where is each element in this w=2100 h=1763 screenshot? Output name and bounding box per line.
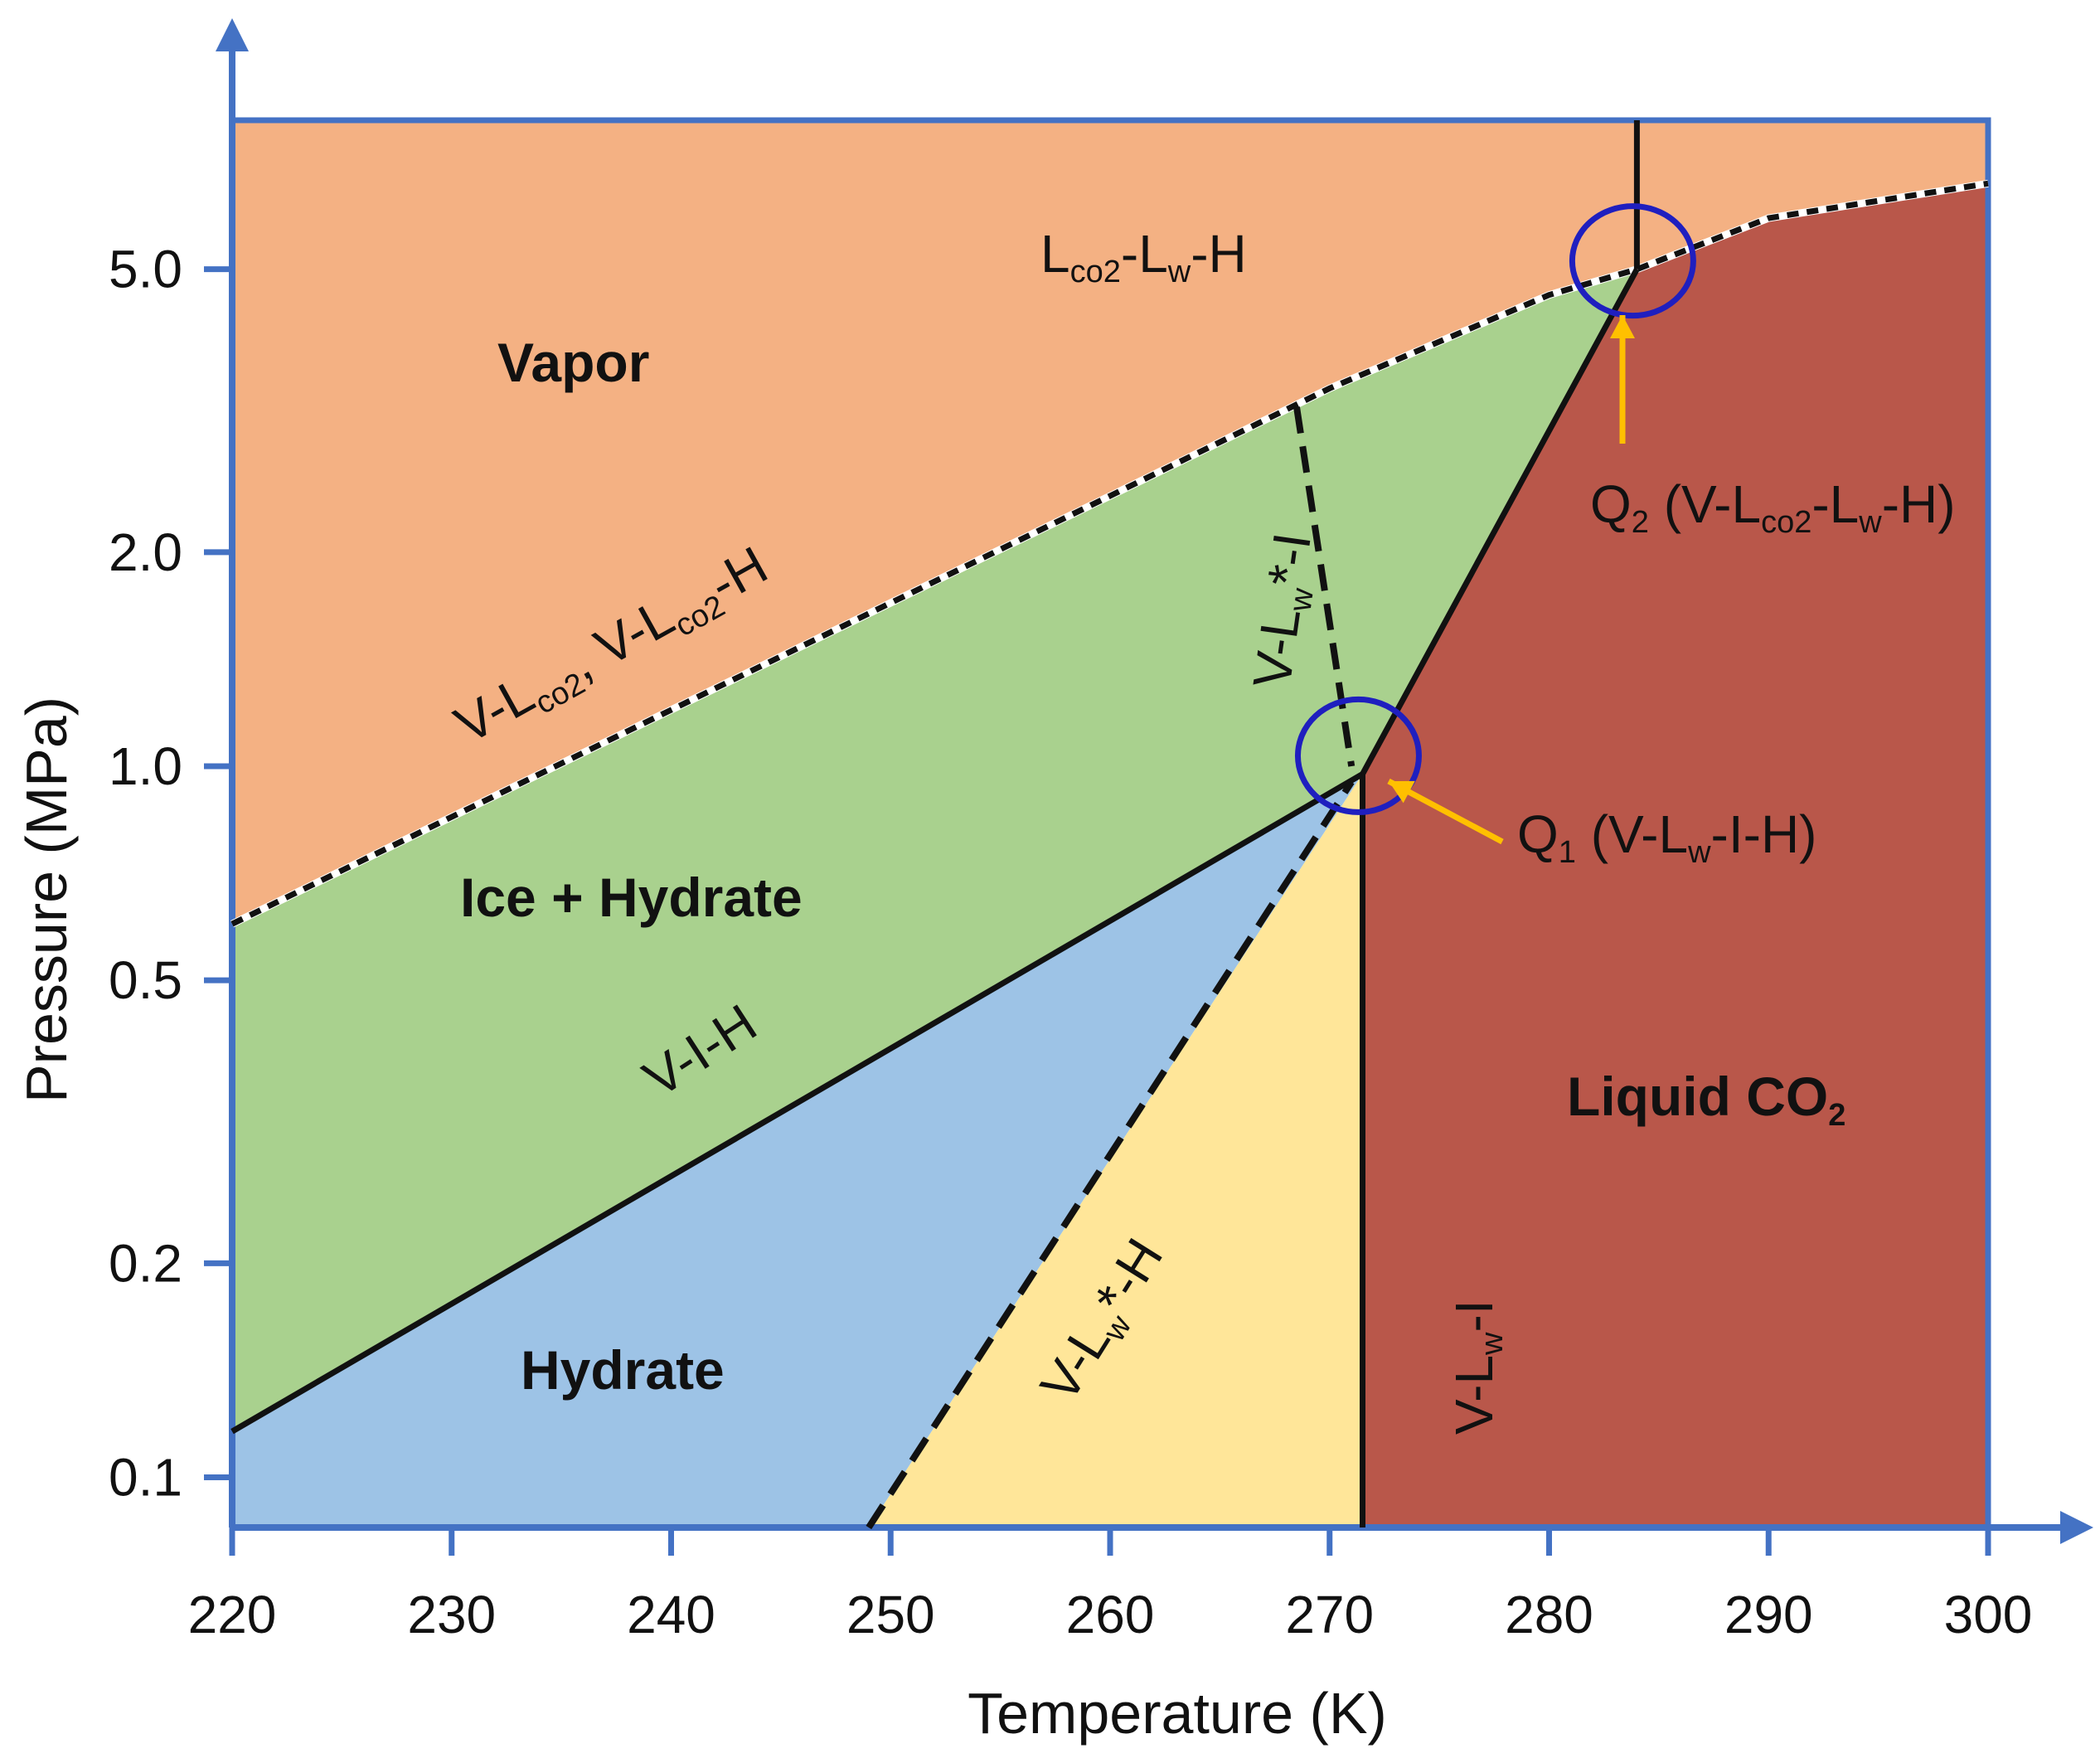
y-tick-label: 0.2 xyxy=(109,1233,182,1293)
regions xyxy=(232,120,1988,1527)
hydrate-region xyxy=(232,774,1363,1527)
y-axis-title: Pressure (MPa) xyxy=(14,697,79,1103)
x-tick-label: 220 xyxy=(188,1585,277,1644)
hydrate-label: Hydrate xyxy=(521,1339,725,1401)
v-lw-i-label: V-Lw-I xyxy=(1444,1299,1510,1435)
y-ticks: 0.1 0.2 0.5 1.0 2.0 5.0 xyxy=(109,240,232,1507)
x-tick-label: 250 xyxy=(846,1585,935,1644)
x-tick-label: 240 xyxy=(627,1585,715,1644)
pointer-arrow-head xyxy=(1389,780,1415,804)
q1-label: Q1 (V-Lw-I-H) xyxy=(1517,804,1816,870)
v-lco2-curve xyxy=(230,180,1989,927)
vapor-label: Vapor xyxy=(497,332,649,393)
liquid-co2-region xyxy=(1362,183,1988,1527)
v-lw-star-i-label: V-Lw*-I xyxy=(1242,529,1328,692)
v-lw-star-h-curve xyxy=(866,780,1355,1530)
q1-arrow xyxy=(1387,778,1504,845)
phase-boundaries xyxy=(230,120,1989,1530)
x-tick-label: 260 xyxy=(1066,1585,1155,1644)
x-tick-label: 290 xyxy=(1724,1585,1813,1644)
liquid-co2-label: Liquid CO2 xyxy=(1567,1066,1845,1133)
v-lw-h-curve xyxy=(1360,268,1640,776)
y-tick-label: 1.0 xyxy=(109,736,182,796)
x-axis-title: Temperature (K) xyxy=(968,1681,1387,1746)
x-tick-label: 300 xyxy=(1944,1585,2033,1644)
ice-hydrate-label: Ice + Hydrate xyxy=(460,867,803,928)
x-tick-label: 280 xyxy=(1505,1585,1593,1644)
q1-marker-circle xyxy=(1294,696,1422,815)
vapor-region xyxy=(232,120,1988,925)
x-tick-label: 230 xyxy=(407,1585,496,1644)
y-axis-arrowhead xyxy=(216,18,249,51)
q2-label: Q2 (V-Lco2-Lw-H) xyxy=(1590,474,1956,540)
lco2-lw-h-label: Lco2-Lw-H xyxy=(1040,224,1247,289)
pointer-arrow-head xyxy=(1610,315,1635,338)
x-axis-arrowhead xyxy=(2060,1511,2093,1544)
v-lw-star-i-curve xyxy=(1293,406,1356,767)
y-tick-label: 0.1 xyxy=(109,1447,182,1507)
x-ticks: 220 230 240 250 260 270 280 290 300 xyxy=(188,1527,2033,1644)
q2-marker-circle xyxy=(1569,203,1696,319)
x-tick-label: 270 xyxy=(1285,1585,1374,1644)
y-tick-label: 5.0 xyxy=(109,240,182,299)
v-i-h-curve xyxy=(230,771,1365,1435)
q2-arrow xyxy=(1610,315,1635,444)
y-tick-label: 2.0 xyxy=(109,522,182,582)
y-tick-label: 0.5 xyxy=(109,950,182,1010)
ice-hydrate-region xyxy=(232,269,1637,1432)
